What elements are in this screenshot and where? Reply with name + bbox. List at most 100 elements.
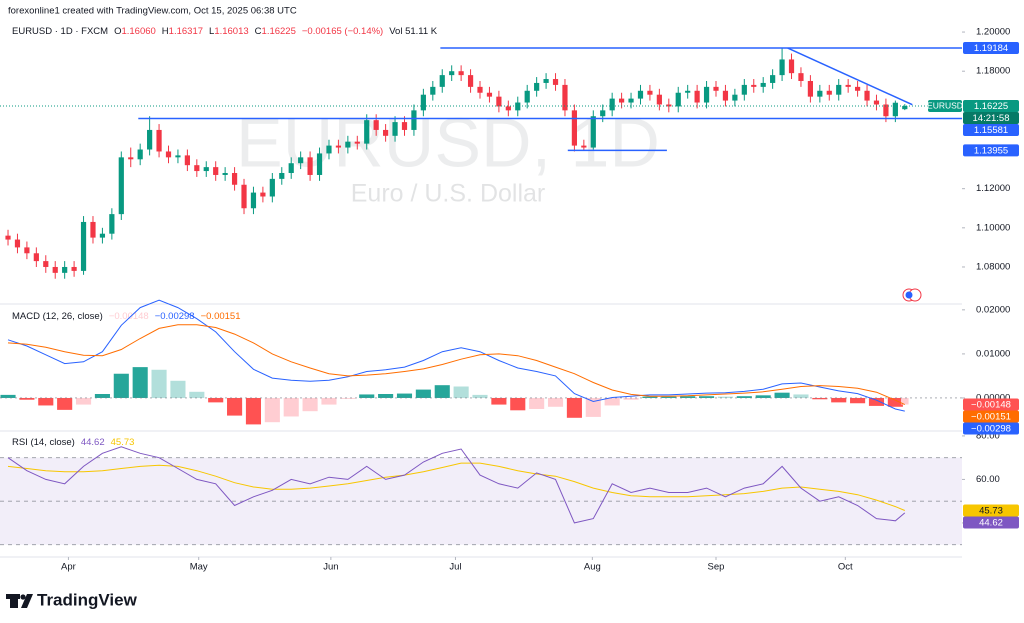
change: −0.00165 (−0.14%) <box>302 26 383 37</box>
histogram-bar <box>774 392 790 398</box>
indicator-line <box>7 462 905 511</box>
histogram-bar <box>901 397 909 405</box>
line-price-label-box <box>963 42 1019 55</box>
candle-body <box>496 96 502 107</box>
candle-body <box>90 221 96 238</box>
indicator-value-label: 44.62 <box>979 517 1003 528</box>
candle-body <box>326 145 332 154</box>
candle-body <box>675 92 681 107</box>
candle-body <box>316 153 323 175</box>
candle-body <box>600 110 606 117</box>
candle-body <box>43 261 49 267</box>
histogram-bar <box>453 386 469 398</box>
histogram-bar <box>151 369 167 398</box>
legend-value: 44.62 <box>81 437 105 448</box>
symbol: EURUSD · 1D · FXCM <box>12 26 108 37</box>
line-price-label-box <box>963 144 1019 157</box>
candle-body <box>194 165 200 172</box>
histogram-bar <box>680 396 696 398</box>
ohlc-key: L <box>209 26 214 37</box>
candle-body <box>807 80 813 97</box>
brand: TradingView <box>37 590 138 609</box>
histogram-bar <box>566 397 582 418</box>
symbol-tag-box <box>928 99 962 112</box>
candle-body <box>24 247 30 254</box>
legend-value: 45.73 <box>111 437 135 448</box>
histogram-bar <box>529 397 545 409</box>
indicator-value-label: 45.73 <box>979 505 1003 516</box>
candle-body <box>760 82 766 87</box>
x-tick-label: Oct <box>838 562 853 573</box>
candle-body <box>883 104 889 117</box>
histogram-bar <box>868 397 885 406</box>
candle-body <box>647 90 653 95</box>
histogram-bar <box>378 394 394 398</box>
histogram-bar <box>57 397 73 410</box>
candle-body <box>619 98 625 103</box>
candle-body <box>467 75 474 87</box>
candle-body <box>307 157 313 175</box>
histogram-bar <box>0 394 16 398</box>
candle-body <box>703 86 710 103</box>
indicator-line <box>7 446 906 524</box>
histogram-bar <box>642 396 658 398</box>
candle-body <box>364 120 370 144</box>
indicator-header: RSI (14, close) 44.62 45.73 <box>12 437 134 448</box>
credit: forexonline1 created with TradingView.co… <box>8 6 297 17</box>
histogram-bar <box>510 397 526 411</box>
indicator-value-label-box <box>963 398 1019 411</box>
ohlc-key: H <box>162 26 169 37</box>
candle-body <box>62 266 68 273</box>
histogram-bar <box>717 396 733 398</box>
candle-body <box>873 100 880 105</box>
histogram-bar <box>113 373 129 398</box>
indicator-value-label: −0.00148 <box>971 400 1011 411</box>
ohlc-value: 1.16225 <box>262 26 296 37</box>
histogram-bar <box>302 397 318 412</box>
legend-value: −0.00148 <box>109 311 149 322</box>
flag-eu-inner <box>905 291 913 299</box>
ohlc-value: 1.16317 <box>169 26 203 37</box>
candle-body <box>298 157 304 164</box>
line-price-label-box <box>963 123 1019 136</box>
logo-bar <box>6 594 20 599</box>
ohlc-value: 1.16013 <box>214 26 248 37</box>
watermark-subtitle: Euro / U.S. Dollar <box>351 180 546 208</box>
candle-body <box>269 178 275 197</box>
candle-body <box>354 141 360 144</box>
histogram-bar <box>472 394 488 398</box>
trendline <box>787 47 913 106</box>
candle-body <box>826 90 832 95</box>
flag-icon <box>902 288 922 302</box>
candle-body <box>203 167 209 172</box>
y-tick-label: 1.10000 <box>976 222 1010 233</box>
candle-body <box>430 86 436 95</box>
candle-body <box>458 71 464 76</box>
candle-body <box>788 59 795 74</box>
candle-body <box>392 122 398 136</box>
candle-body <box>713 86 719 91</box>
logo-slash <box>21 594 33 608</box>
candle-body <box>543 79 549 83</box>
candle-body <box>184 155 190 166</box>
candle-body <box>590 116 596 148</box>
candle-body <box>260 192 266 197</box>
histogram-bar <box>264 397 280 423</box>
y-tick-label: 1.20000 <box>976 27 1010 38</box>
candle-body <box>798 73 804 81</box>
histogram-bar <box>661 396 677 398</box>
candle-body <box>892 102 898 117</box>
candle-body <box>231 173 238 185</box>
candle-body <box>902 105 908 110</box>
x-tick-label: Aug <box>584 562 601 573</box>
histogram-bar <box>850 397 866 404</box>
histogram-bar <box>132 367 148 398</box>
candle-body <box>118 157 124 215</box>
logo-bar <box>10 594 18 608</box>
candle-body <box>175 155 181 158</box>
candle-body <box>515 102 521 111</box>
histogram-bar <box>227 397 243 416</box>
logo-dot <box>20 594 26 600</box>
candle-body <box>401 122 408 130</box>
